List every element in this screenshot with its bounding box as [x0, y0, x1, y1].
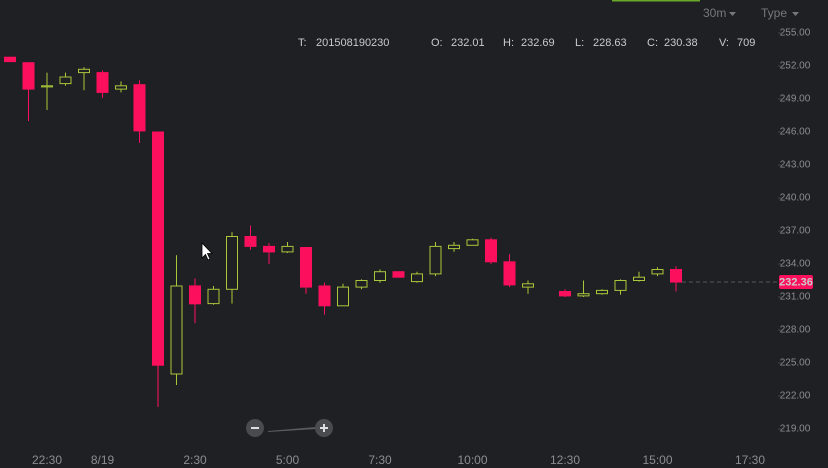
- candle-body: [596, 289, 608, 295]
- candle-body: [96, 72, 109, 93]
- candle-body: [355, 280, 368, 288]
- candle-body: [614, 280, 627, 291]
- x-tick-label: 12:30: [550, 453, 580, 467]
- x-tick-label: 2:30: [183, 453, 207, 467]
- candle-body: [59, 76, 72, 85]
- candle-body: [115, 85, 127, 90]
- candle-body: [152, 131, 164, 366]
- y-tick-label: 234.00: [780, 259, 811, 270]
- candle-body: [503, 261, 516, 286]
- info-label: O:: [431, 37, 443, 49]
- candle-body: [170, 285, 183, 375]
- dropdown-arrow: [792, 12, 799, 16]
- candle-body: [559, 291, 571, 297]
- candle-body: [41, 85, 53, 88]
- candle-body: [133, 84, 146, 132]
- y-tick-label: 255.00: [780, 28, 811, 39]
- type-menu[interactable]: Type: [761, 6, 799, 20]
- candle-body: [651, 269, 664, 275]
- info-bar: T: 201508190230 O: 232.01 H: 232.69 L: 228.63 C:…: [298, 37, 755, 49]
- info-label: H:: [503, 37, 514, 49]
- zoom-slider[interactable]: [268, 427, 316, 432]
- candle-body: [411, 273, 423, 283]
- candle-body: [4, 56, 16, 63]
- last-price-label: 232.36: [779, 276, 813, 288]
- y-tick-label: 240.00: [780, 193, 811, 204]
- x-tick-label: 7:30: [368, 453, 392, 467]
- zoom-control: [246, 419, 333, 437]
- candle-body: [466, 239, 479, 246]
- y-tick-label: 243.00: [780, 160, 811, 171]
- x-tick-label: 8/19: [91, 453, 115, 467]
- candle-body: [429, 245, 442, 275]
- info-label: V:: [719, 37, 729, 49]
- plot: 219.00 222.00 225.00 228.00 231.00 234.00 237.…: [4, 28, 813, 467]
- candle-body: [392, 271, 405, 278]
- info-label: T:: [298, 37, 307, 49]
- info-label: C:: [647, 37, 658, 49]
- candle-body: [522, 283, 534, 288]
- info-value: 230.38: [664, 37, 698, 49]
- candle-body: [670, 269, 682, 283]
- y-tick-label: 231.00: [780, 292, 811, 303]
- info-value: 709: [737, 37, 755, 49]
- candle-body: [577, 293, 590, 297]
- candle-body: [374, 271, 386, 282]
- y-tick-label: 249.00: [780, 94, 811, 105]
- x-tick-label: 5:00: [276, 453, 300, 467]
- interval-label[interactable]: 30m: [703, 6, 726, 20]
- y-tick-label: 246.00: [780, 127, 811, 138]
- candle-body: [244, 236, 257, 247]
- cursor: [201, 242, 213, 261]
- x-tick-label: 15:00: [642, 453, 672, 467]
- y-tick-label: 228.00: [780, 325, 811, 336]
- y-tick-label: 252.00: [780, 61, 811, 72]
- candle-body: [281, 245, 294, 253]
- candle-body: [318, 285, 331, 307]
- candle-body: [78, 68, 90, 74]
- candle-body: [448, 244, 460, 250]
- y-tick-label: 222.00: [780, 391, 811, 402]
- info-value: 201508190230: [316, 37, 389, 49]
- info-value: 228.63: [593, 37, 627, 49]
- candle-body: [263, 245, 275, 253]
- interval-menu[interactable]: 30m: [703, 6, 736, 20]
- last-price-box: [779, 275, 813, 290]
- info-value: 232.69: [521, 37, 555, 49]
- y-tick-label: 237.00: [780, 226, 811, 237]
- x-tick-label: 17:30: [735, 453, 765, 467]
- dropdown-arrow: [729, 12, 736, 16]
- candle-body: [485, 239, 497, 263]
- info-value: 232.01: [451, 37, 485, 49]
- candle-body: [207, 288, 220, 305]
- y-tick-label: 225.00: [780, 358, 811, 369]
- candle-body: [337, 286, 349, 307]
- x-tick-label: 22:30: [32, 453, 62, 467]
- candle-body: [22, 62, 35, 90]
- candle-body: [633, 276, 645, 282]
- x-tick-label: 10:00: [457, 453, 487, 467]
- candle-body: [300, 247, 312, 288]
- candle-body: [226, 236, 238, 290]
- info-label: L:: [575, 37, 584, 49]
- candle-body: [189, 285, 201, 305]
- y-tick-label: 219.00: [780, 424, 811, 435]
- type-label[interactable]: Type: [761, 6, 787, 20]
